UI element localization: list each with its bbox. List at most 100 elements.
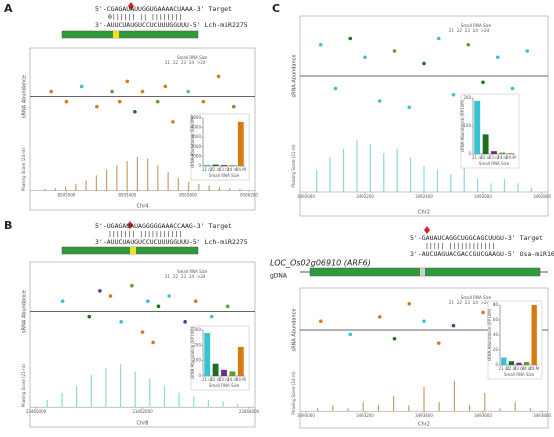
inset-category: 22 nt: [210, 377, 221, 382]
inset-category: 24 nt: [497, 155, 508, 160]
legend-entry: 24: [473, 28, 479, 33]
panel-label: C: [272, 2, 280, 15]
srna-dot: [140, 330, 145, 334]
legend-entry: >24: [197, 274, 206, 279]
srna-dot: [451, 92, 456, 97]
srna-dot: [117, 99, 122, 104]
srna-dot: [140, 89, 145, 94]
srna-dot: [377, 315, 382, 319]
inset-category: 24 nt: [227, 167, 238, 172]
x-tick-label: 3493000: [297, 413, 315, 418]
inset-bar: [474, 100, 481, 154]
gdna: gDNA: [270, 273, 288, 280]
inset-tick-label: 4000: [191, 125, 202, 130]
inset-x-label: Small RNA Size: [209, 383, 240, 388]
inset-tick-label: 0: [198, 373, 201, 378]
srna-dot: [436, 341, 441, 345]
x-axis-label: Chr4: [137, 204, 149, 210]
gene-name: LOC_Os02g06910 (ARF6): [270, 259, 371, 268]
inset-bar: [204, 164, 211, 166]
srna-dot: [193, 299, 198, 303]
legend-entry: 24: [189, 274, 195, 279]
srna-dot: [392, 336, 397, 341]
x-tick-label: 8505000: [58, 193, 76, 198]
legend-title: Small RNA Size: [177, 55, 208, 60]
inset-bar: [229, 165, 236, 166]
legend-entry: 21: [449, 300, 455, 305]
inset-bar: [501, 357, 507, 365]
inset-category: 23 nt: [489, 155, 500, 160]
inset-category: 24-M: [236, 167, 247, 172]
x-tick-label: 23460000: [26, 409, 47, 414]
inset-tick-label: 60: [493, 317, 499, 322]
legend-entry: 22: [457, 28, 463, 33]
legend-entry: 22: [457, 300, 463, 305]
inset-category: 21 nt: [202, 377, 213, 382]
inset-bar: [237, 346, 244, 376]
srna-dot: [318, 319, 323, 324]
x-axis-label: Chr2: [418, 210, 430, 216]
srna-dot: [125, 79, 130, 84]
inset-x-label: Small RNA Size: [479, 161, 510, 166]
inset-tick-label: 300: [193, 327, 201, 332]
inset-x-label: Small RNA Size: [504, 372, 535, 377]
inset-tick-label: 100: [193, 358, 201, 363]
legend-entry: 24: [189, 60, 195, 65]
inset-tick-label: 0: [468, 151, 471, 156]
srna-dot: [183, 320, 187, 324]
srna-dot: [201, 99, 206, 104]
srna-dot: [377, 99, 382, 103]
pairing: 0|||||| || ||||||||: [108, 13, 182, 21]
legend-entry: 21: [449, 28, 455, 33]
inset-bar: [212, 164, 219, 166]
srna-dot: [333, 86, 338, 91]
inset-tick-label: 3000: [191, 134, 202, 139]
srna-dot: [525, 49, 530, 53]
inset-bar: [482, 134, 489, 154]
srna-dot: [348, 36, 353, 41]
srna-dot: [133, 109, 137, 114]
legend-entry: 21: [165, 274, 171, 279]
x-tick-label: 23464000: [239, 409, 260, 414]
inset-y-label: sRNA Abundance (RP10M): [190, 326, 195, 379]
x-tick-label: 3492800: [533, 194, 551, 199]
srna-dot: [119, 320, 123, 324]
inset-tick-label: 0: [495, 362, 498, 367]
target-seq: 5'-GAUAUCAGGCUGGCAGCUUGU-3' Target: [410, 234, 543, 242]
inset-y-label: sRNA Abundance (RP10M): [460, 99, 465, 152]
inset-category: 24-M: [236, 377, 247, 382]
srna-dot: [151, 340, 155, 345]
mirna-seq: 3'-AUUCUAUGUCCUCUUUGGUUU-5' Lch-miR2275: [95, 21, 248, 29]
inset-tick-label: 200: [463, 95, 471, 100]
x-tick-label: 3492400: [415, 194, 433, 199]
srna-dot: [363, 55, 367, 60]
srna-dot: [110, 89, 114, 94]
srna-dot: [407, 105, 412, 110]
srna-dot: [436, 36, 441, 41]
srna-dot: [146, 299, 150, 303]
panel-label: B: [4, 219, 12, 232]
inset-tick-label: 5000: [191, 115, 202, 120]
inset-tick-label: 0: [198, 163, 201, 168]
srna-dot: [209, 314, 214, 319]
inset-bar: [212, 363, 219, 376]
x-tick-label: 23462000: [132, 409, 153, 414]
legend-entry: 23: [465, 300, 471, 305]
srna-dot: [510, 86, 515, 91]
target-seq: 5'-UGAGAUAUAGGGGGAAACCAAG-3' Target: [95, 222, 232, 230]
srna-dot: [155, 99, 160, 104]
srna-dot: [481, 310, 485, 315]
srna-dot: [422, 61, 426, 66]
srna-dot: [348, 332, 353, 337]
inset-tick-label: 100: [463, 123, 471, 128]
srna-dot: [79, 84, 84, 89]
x-tick-label: 8505800: [179, 193, 197, 198]
inset-category: 22 nt: [506, 366, 517, 371]
inset-bar: [499, 152, 506, 154]
target-seq: 5'-CGAGAUAUUGGUGAAAACUAAA-3' Target: [95, 5, 232, 13]
legend-title: Small RNA Size: [177, 269, 208, 274]
inset-bar: [204, 333, 211, 376]
srna-dot: [60, 299, 65, 303]
inset-frame: [460, 93, 520, 169]
